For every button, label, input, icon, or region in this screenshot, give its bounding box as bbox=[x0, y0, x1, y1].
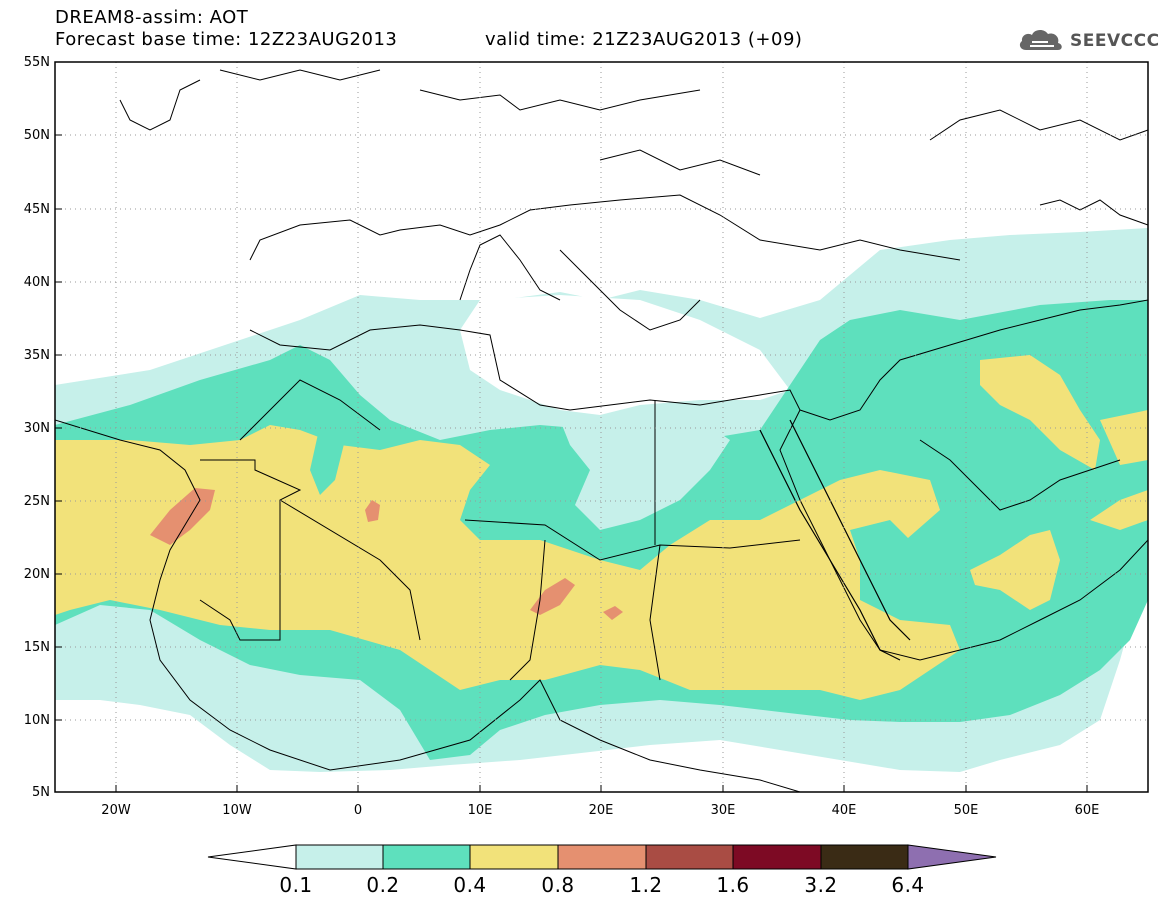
aot-patch-yellow-iran bbox=[980, 355, 1100, 470]
lon-label: 10W bbox=[222, 803, 252, 818]
lat-label: 5N bbox=[32, 785, 50, 800]
lon-label: 40E bbox=[831, 803, 857, 818]
aot-patch-green-b bbox=[850, 520, 910, 560]
lat-label: 50N bbox=[23, 128, 50, 143]
lon-label: 20W bbox=[101, 803, 131, 818]
colorbar-label: 6.4 bbox=[891, 873, 925, 897]
valid-time: valid time: 21Z23AUG2013 (+09) bbox=[485, 29, 803, 50]
lon-label: 30E bbox=[710, 803, 736, 818]
colorbar-bin-0-1 bbox=[295, 844, 384, 870]
grid-lines bbox=[55, 62, 1148, 792]
aot-patch-orange-sudan bbox=[603, 606, 623, 620]
colorbar-max-arrow bbox=[907, 844, 997, 870]
lat-label: 25N bbox=[23, 494, 50, 509]
aot-patch-yellow-pak bbox=[1100, 410, 1148, 465]
axis-ticks bbox=[55, 61, 1088, 792]
colorbar-label: 3.2 bbox=[804, 873, 838, 897]
colorbar-bin-0-4 bbox=[469, 844, 559, 870]
aot-patch-orange-chad bbox=[530, 578, 575, 615]
aot-patch-yellow-oman bbox=[970, 530, 1060, 610]
colorbar-label: 0.2 bbox=[366, 873, 400, 897]
colorbar-label: 0.1 bbox=[279, 873, 313, 897]
lon-label: 50E bbox=[953, 803, 979, 818]
lon-label: 20E bbox=[588, 803, 614, 818]
lon-label: 0 bbox=[353, 803, 363, 818]
lat-label: 40N bbox=[23, 275, 50, 290]
lat-label: 15N bbox=[23, 640, 50, 655]
colorbar-label: 1.2 bbox=[629, 873, 663, 897]
aot-band-0-4 bbox=[55, 425, 960, 700]
aot-patch-yellow-ind bbox=[1090, 490, 1148, 530]
red-sea bbox=[759, 419, 911, 661]
logo-text: SEEVCCC bbox=[1070, 31, 1160, 51]
lat-label: 30N bbox=[23, 421, 50, 436]
lat-label: 10N bbox=[23, 713, 50, 728]
colorbar-label: 1.6 bbox=[716, 873, 750, 897]
colorbar-bin-3-2 bbox=[820, 844, 909, 870]
colorbar-label: 0.8 bbox=[541, 873, 575, 897]
lon-label: 60E bbox=[1074, 803, 1100, 818]
colorbar-bin-0-8 bbox=[557, 844, 647, 870]
colorbar-bin-1-2 bbox=[645, 844, 734, 870]
colorbar-bin-0-2 bbox=[382, 844, 471, 870]
colorbar-bin-1-6 bbox=[732, 844, 822, 870]
lat-label: 55N bbox=[23, 55, 50, 70]
aot-patch-orange-algeria bbox=[365, 500, 380, 522]
colorbar-min-arrow bbox=[207, 844, 297, 870]
lat-label: 20N bbox=[23, 567, 50, 582]
map-title: DREAM8-assim: AOT bbox=[55, 7, 249, 28]
cloud-icon bbox=[1019, 29, 1062, 50]
lon-label: 10E bbox=[467, 803, 493, 818]
forecast-base-time: Forecast base time: 12Z23AUG2013 bbox=[55, 29, 398, 50]
colorbar bbox=[207, 844, 997, 870]
lat-label: 45N bbox=[23, 202, 50, 217]
colorbar-label: 0.4 bbox=[453, 873, 487, 897]
aot-patch-green-a bbox=[310, 425, 345, 495]
lat-label: 35N bbox=[23, 348, 50, 363]
coastlines bbox=[55, 69, 1148, 792]
aot-patch-libya bbox=[560, 410, 730, 530]
